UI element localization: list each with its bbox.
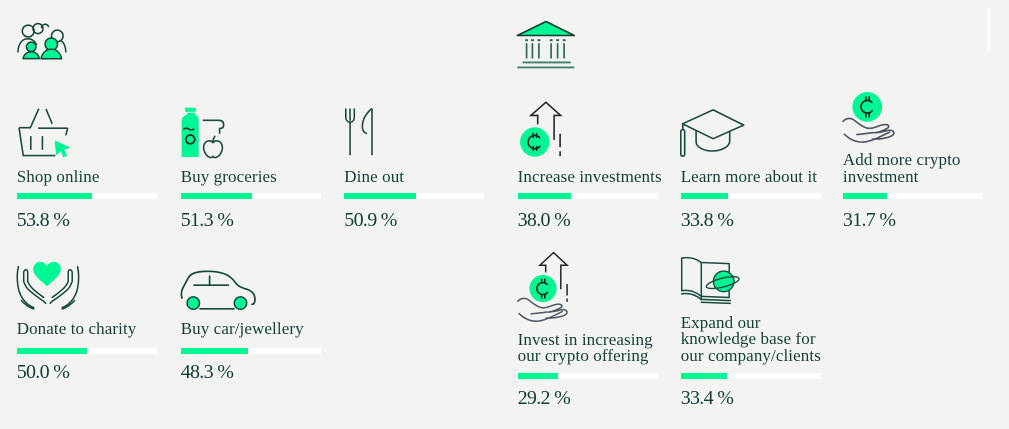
progress-bar <box>842 193 983 199</box>
progress-bar <box>517 373 658 379</box>
people-crowd-icon <box>17 20 67 60</box>
stat-percent: 48.3 % <box>180 361 234 384</box>
graduation-cap-icon <box>679 108 746 158</box>
stat-percent: 31.7 % <box>842 208 896 231</box>
stat-label: Expand our knowledge base for our compan… <box>680 313 821 365</box>
stat-label: Shop online <box>16 166 100 186</box>
stat-item-increase-investments: Increase investments 38.0 % <box>517 0 662 429</box>
stat-label: Learn more about it <box>680 166 818 186</box>
book-planet-icon <box>680 256 743 306</box>
stat-item-shop-online: Shop online 53.8 % <box>16 0 158 429</box>
stat-percent: 29.2 % <box>517 386 571 409</box>
progress-fill <box>16 348 87 355</box>
stat-label: Buy groceries <box>180 166 277 186</box>
stat-label: Add more crypto investment <box>842 150 961 186</box>
stat-item-expand-knowledge: Expand our knowledge base for our compan… <box>680 0 822 429</box>
stat-percent: 33.4 % <box>680 386 734 409</box>
stat-percent: 50.9 % <box>344 208 397 231</box>
scrollbar-thumb[interactable] <box>986 8 991 50</box>
progress-fill <box>344 193 416 199</box>
stat-item-learn-more: Learn more about it 33.8 % <box>679 0 822 429</box>
progress-bar <box>16 193 157 199</box>
stat-label: Invest in increasing our crypto offering <box>517 329 653 365</box>
progress-bar <box>344 193 485 199</box>
progress-fill <box>180 193 253 199</box>
hands-heart-icon <box>16 260 79 310</box>
stat-label: Dine out <box>344 166 405 186</box>
stat-item-buy-groceries: Buy groceries 51.3 % <box>180 0 322 429</box>
progress-fill <box>680 193 728 199</box>
stat-item-donate-to-charity: Donate to charity 50.0 % <box>16 0 158 429</box>
stat-label: Donate to charity <box>16 318 137 338</box>
progress-bar <box>680 193 821 199</box>
bank-icon <box>516 20 576 69</box>
fork-knife-icon <box>344 107 375 156</box>
progress-fill <box>16 193 92 199</box>
stat-percent: 33.8 % <box>680 208 734 231</box>
arrow-up-coin-icon <box>519 100 564 158</box>
progress-fill <box>517 193 571 199</box>
stat-percent: 53.8 % <box>16 208 70 231</box>
stat-label: Increase investments <box>517 166 662 186</box>
progress-bar <box>180 348 321 355</box>
car-icon <box>180 268 257 311</box>
progress-bar <box>180 193 321 199</box>
progress-fill <box>180 348 249 355</box>
progress-fill <box>842 193 888 199</box>
stat-item-add-more-crypto: Add more crypto investment 31.7 % <box>842 0 984 429</box>
shopping-basket-cursor-icon <box>17 106 74 159</box>
progress-fill <box>680 373 728 379</box>
hand-coin-arrow-icon <box>516 246 571 324</box>
hand-coin-icon <box>842 91 896 144</box>
bottle-apple-icon <box>181 106 227 159</box>
stat-item-invest-crypto-offering: Invest in increasing our crypto offering… <box>516 0 659 429</box>
progress-bar <box>680 373 821 379</box>
stat-percent: 51.3 % <box>180 208 234 231</box>
progress-fill <box>517 373 559 379</box>
progress-bar <box>16 348 157 355</box>
stat-label: Buy car/jewellery <box>180 318 304 338</box>
stat-percent: 50.0 % <box>16 361 70 384</box>
stat-percent: 38.0 % <box>517 208 571 231</box>
stat-item-dine-out: Dine out 50.9 % <box>344 0 485 429</box>
progress-bar <box>517 193 658 199</box>
stat-item-buy-car-jewellery: Buy car/jewellery 48.3 % <box>180 0 322 429</box>
